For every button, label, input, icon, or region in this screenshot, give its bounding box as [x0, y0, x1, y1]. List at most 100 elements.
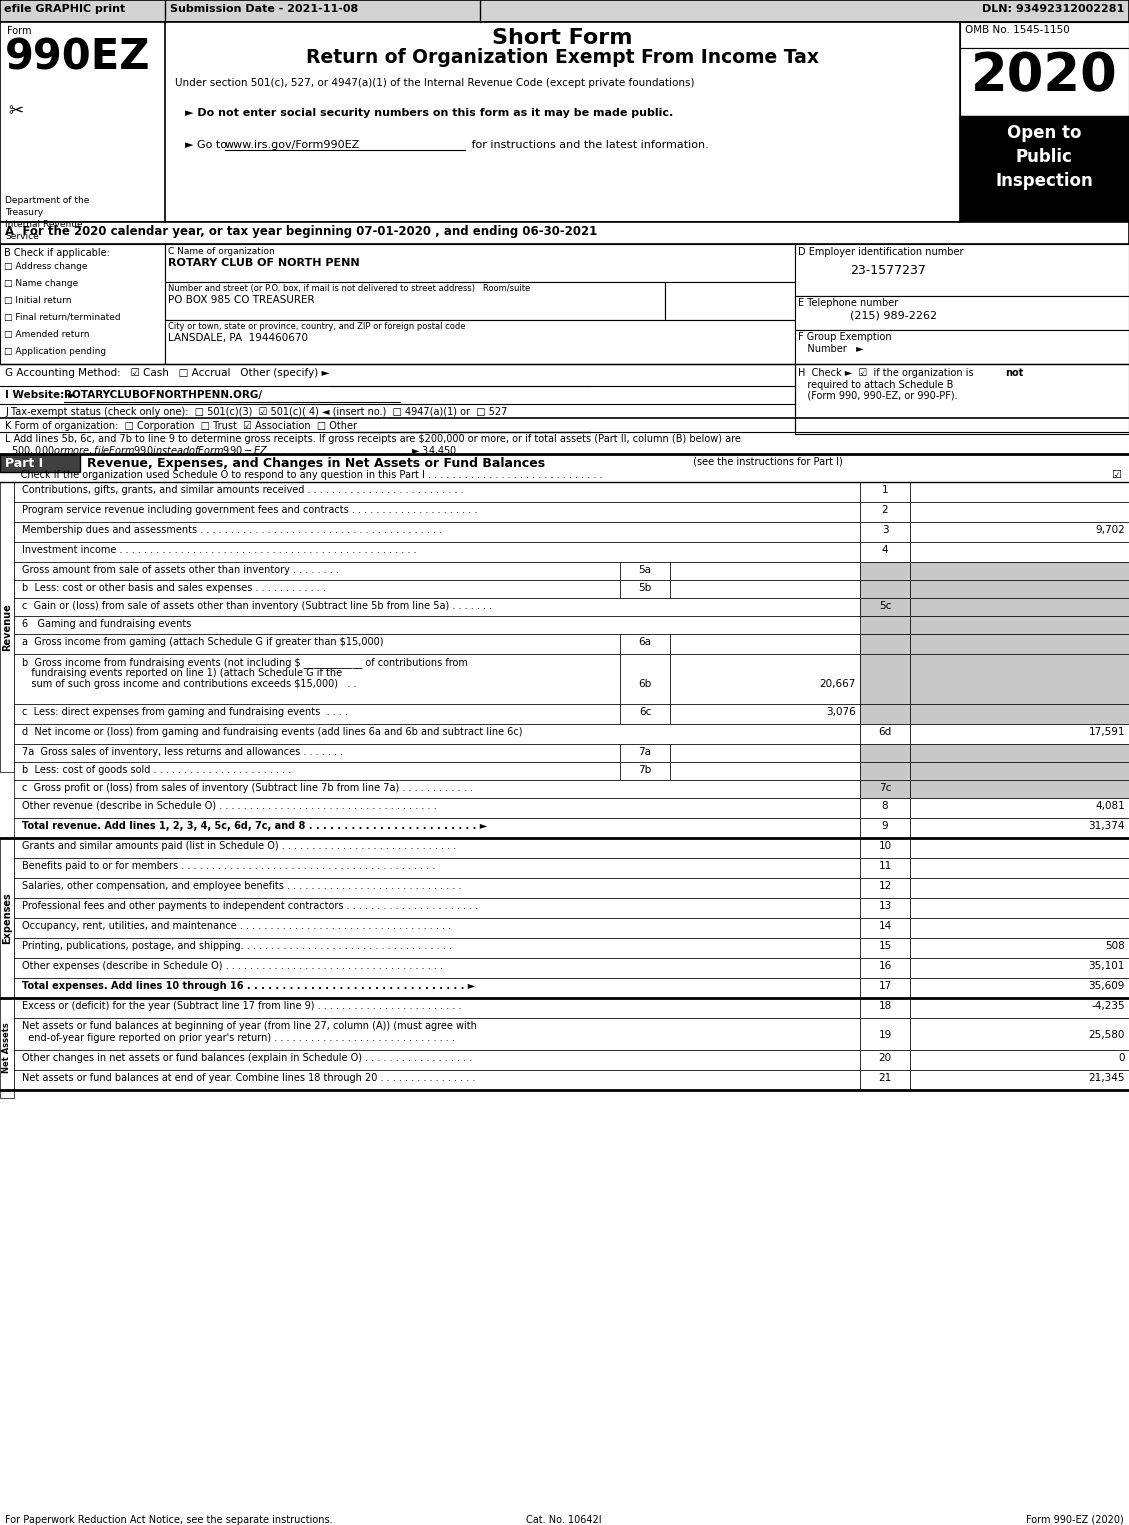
Text: ROTARYCLUBOFNORTHPENN.ORG/: ROTARYCLUBOFNORTHPENN.ORG/	[64, 390, 262, 400]
Bar	[795, 364, 1129, 435]
Text: 2: 2	[882, 505, 889, 515]
Text: C Name of organization: C Name of organization	[168, 247, 274, 256]
Bar	[0, 21, 1129, 223]
Bar	[860, 938, 910, 958]
Text: Check if the organization used Schedule O to respond to any question in this Par: Check if the organization used Schedule …	[5, 470, 603, 480]
Text: Expenses: Expenses	[2, 892, 12, 944]
Text: Benefits paid to or for members . . . . . . . . . . . . . . . . . . . . . . . . : Benefits paid to or for members . . . . …	[21, 862, 436, 871]
Bar	[860, 839, 910, 859]
Bar	[14, 859, 860, 878]
Text: www.irs.gov/Form990EZ: www.irs.gov/Form990EZ	[225, 140, 360, 149]
Text: 13: 13	[878, 901, 892, 910]
Bar	[14, 634, 620, 654]
Text: □ Initial return: □ Initial return	[5, 296, 71, 305]
Text: 4: 4	[882, 544, 889, 555]
Text: Service: Service	[5, 232, 38, 241]
Bar	[860, 1071, 910, 1090]
Text: □ Final return/terminated: □ Final return/terminated	[5, 313, 121, 322]
Text: 6   Gaming and fundraising events: 6 Gaming and fundraising events	[21, 619, 192, 628]
Bar	[910, 798, 1129, 817]
Text: fundraising events reported on line 1) (attach Schedule G if the: fundraising events reported on line 1) (…	[21, 668, 342, 679]
Bar	[910, 779, 1129, 798]
Text: Public: Public	[1016, 148, 1073, 166]
Bar	[14, 779, 860, 798]
Text: Membership dues and assessments . . . . . . . . . . . . . . . . . . . . . . . . : Membership dues and assessments . . . . …	[21, 525, 443, 535]
Bar	[669, 580, 860, 598]
Text: 7a  Gross sales of inventory, less returns and allowances . . . . . . .: 7a Gross sales of inventory, less return…	[21, 747, 343, 756]
Text: D Employer identification number: D Employer identification number	[798, 247, 963, 258]
Bar	[910, 705, 1129, 724]
Bar	[14, 724, 860, 744]
Text: d  Net income or (loss) from gaming and fundraising events (add lines 6a and 6b : d Net income or (loss) from gaming and f…	[21, 727, 523, 737]
Text: Open to: Open to	[1007, 124, 1082, 142]
Bar	[910, 598, 1129, 616]
Bar	[860, 502, 910, 522]
Text: b  Gross income from fundraising events (not including $ ____________ of contrib: b Gross income from fundraising events (…	[21, 657, 467, 668]
Text: b  Less: cost or other basis and sales expenses . . . . . . . . . . . .: b Less: cost or other basis and sales ex…	[21, 583, 326, 593]
Bar	[14, 482, 860, 502]
Text: (215) 989-2262: (215) 989-2262	[850, 310, 937, 320]
Bar	[14, 744, 620, 762]
Text: H  Check ►  ☑  if the organization is: H Check ► ☑ if the organization is	[798, 368, 977, 378]
Text: □ Name change: □ Name change	[5, 279, 78, 288]
Bar	[860, 978, 910, 997]
Text: 4,081: 4,081	[1095, 801, 1124, 811]
Text: LANSDALE, PA  194460670: LANSDALE, PA 194460670	[168, 332, 308, 343]
Text: 12: 12	[878, 881, 892, 891]
Bar	[669, 762, 860, 779]
Bar	[910, 1051, 1129, 1071]
Bar	[0, 223, 1129, 244]
Text: Form: Form	[7, 26, 32, 37]
Text: Revenue: Revenue	[2, 602, 12, 651]
Text: Printing, publications, postage, and shipping. . . . . . . . . . . . . . . . . .: Printing, publications, postage, and shi…	[21, 941, 452, 952]
Bar	[14, 654, 620, 705]
Bar	[14, 817, 860, 839]
Bar	[0, 244, 165, 364]
Bar	[860, 522, 910, 541]
Text: Net Assets: Net Assets	[2, 1023, 11, 1074]
Text: □ Address change: □ Address change	[5, 262, 88, 271]
Bar	[910, 634, 1129, 654]
Text: 6d: 6d	[878, 727, 892, 737]
Text: K Form of organization:  □ Corporation  □ Trust  ☑ Association  □ Other: K Form of organization: □ Corporation □ …	[5, 421, 357, 432]
Text: □ Application pending: □ Application pending	[5, 348, 106, 355]
Bar	[910, 744, 1129, 762]
Text: 7a: 7a	[639, 747, 651, 756]
Text: 508: 508	[1105, 941, 1124, 952]
Text: Short Form: Short Form	[492, 27, 632, 47]
Bar	[795, 296, 1129, 329]
Text: Total expenses. Add lines 10 through 16 . . . . . . . . . . . . . . . . . . . . : Total expenses. Add lines 10 through 16 …	[21, 981, 475, 991]
Bar	[910, 898, 1129, 918]
Text: 11: 11	[878, 862, 892, 871]
Bar	[14, 1071, 860, 1090]
Bar	[14, 762, 620, 779]
Text: ☑: ☑	[1111, 470, 1121, 480]
Text: Cat. No. 10642I: Cat. No. 10642I	[526, 1514, 602, 1525]
Bar	[860, 918, 910, 938]
Text: Other revenue (describe in Schedule O) . . . . . . . . . . . . . . . . . . . . .: Other revenue (describe in Schedule O) .…	[21, 801, 437, 811]
Bar	[860, 779, 910, 798]
Text: 9,702: 9,702	[1095, 525, 1124, 535]
Text: 6b: 6b	[638, 679, 651, 689]
Bar	[669, 634, 860, 654]
Text: Contributions, gifts, grants, and similar amounts received . . . . . . . . . . .: Contributions, gifts, grants, and simila…	[21, 485, 464, 496]
Bar	[860, 878, 910, 898]
Bar	[669, 563, 860, 580]
Text: 35,609: 35,609	[1088, 981, 1124, 991]
Text: □ Amended return: □ Amended return	[5, 329, 89, 339]
Bar	[910, 580, 1129, 598]
Bar	[910, 978, 1129, 997]
Text: ✂: ✂	[8, 102, 23, 120]
Text: Investment income . . . . . . . . . . . . . . . . . . . . . . . . . . . . . . . : Investment income . . . . . . . . . . . …	[21, 544, 417, 555]
Text: ► Go to: ► Go to	[185, 140, 230, 149]
Text: 35,101: 35,101	[1088, 961, 1124, 971]
Text: 5b: 5b	[638, 583, 651, 593]
Text: Total revenue. Add lines 1, 2, 3, 4, 5c, 6d, 7c, and 8 . . . . . . . . . . . . .: Total revenue. Add lines 1, 2, 3, 4, 5c,…	[21, 820, 488, 831]
Bar	[14, 978, 860, 997]
Bar	[14, 839, 860, 859]
Bar	[960, 116, 1129, 223]
Bar	[165, 282, 665, 320]
Bar	[910, 997, 1129, 1019]
Bar	[910, 878, 1129, 898]
Text: Professional fees and other payments to independent contractors . . . . . . . . : Professional fees and other payments to …	[21, 901, 479, 910]
